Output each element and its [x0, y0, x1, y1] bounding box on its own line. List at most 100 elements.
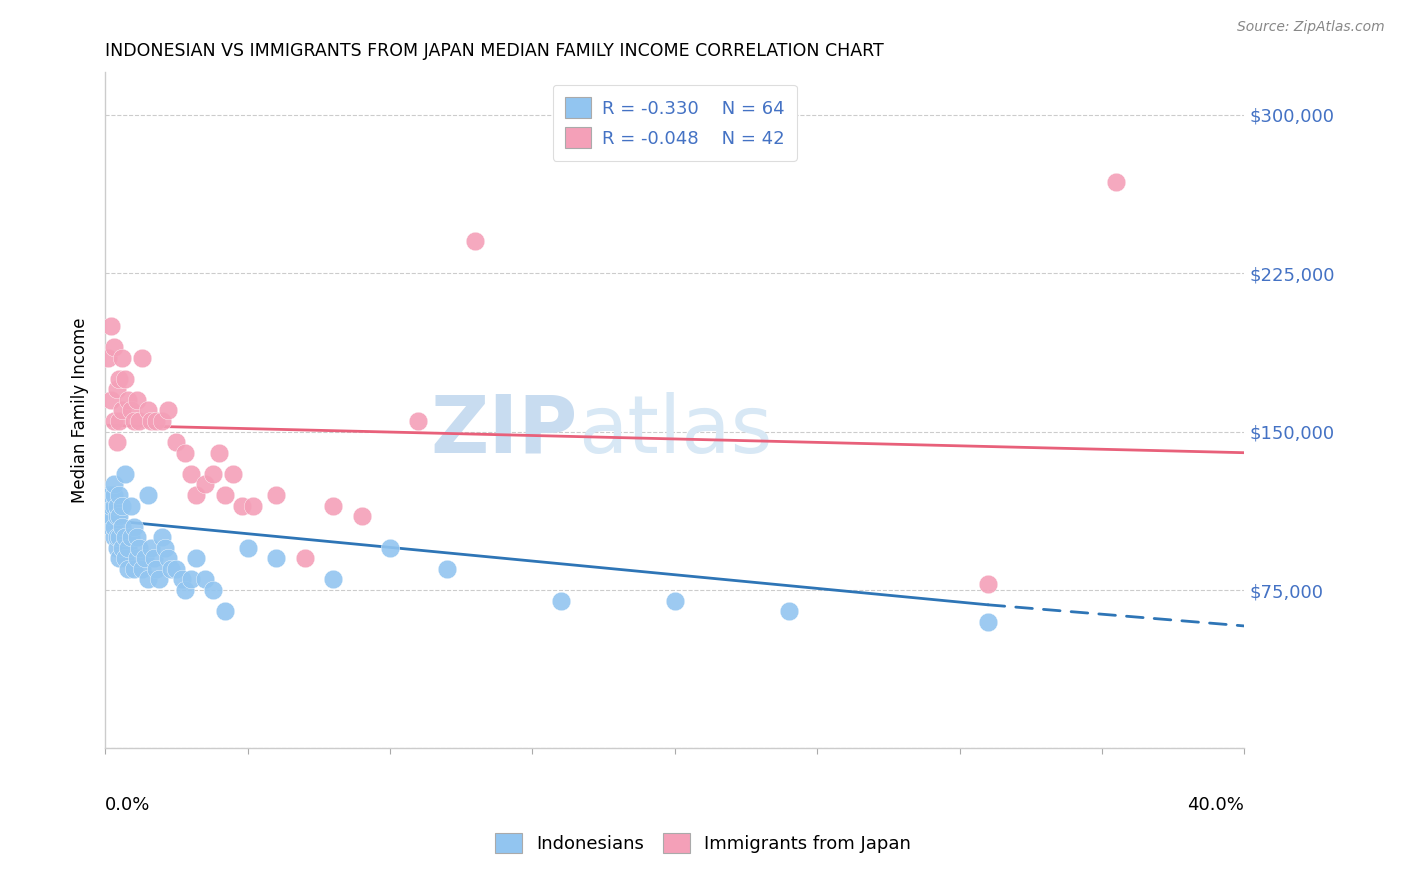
Point [194, 477, 217, 491]
Point [120, 499, 142, 513]
Point [134, 551, 156, 566]
Point [108, 509, 131, 524]
Point [550, 593, 572, 607]
Point [108, 488, 131, 502]
Point [111, 403, 134, 417]
Point [105, 509, 128, 524]
Point [231, 499, 253, 513]
Point [120, 530, 142, 544]
Point [150, 414, 173, 428]
Point [186, 551, 208, 566]
Text: Source: ZipAtlas.com: Source: ZipAtlas.com [1237, 20, 1385, 34]
Point [186, 488, 208, 502]
Point [100, 392, 122, 407]
Point [114, 551, 136, 566]
Point [145, 414, 167, 428]
Text: INDONESIAN VS IMMIGRANTS FROM JAPAN MEDIAN FAMILY INCOME CORRELATION CHART: INDONESIAN VS IMMIGRANTS FROM JAPAN MEDI… [105, 42, 884, 60]
Point [97, 488, 120, 502]
Point [117, 562, 139, 576]
Point [156, 551, 179, 566]
Point [1105, 175, 1128, 189]
Point [117, 392, 139, 407]
Point [105, 499, 128, 513]
Text: 40.0%: 40.0% [1188, 796, 1244, 814]
Legend: R = -0.330    N = 64, R = -0.048    N = 42: R = -0.330 N = 64, R = -0.048 N = 42 [553, 85, 797, 161]
Point [202, 467, 225, 481]
Text: atlas: atlas [578, 392, 772, 470]
Point [103, 519, 125, 533]
Point [214, 488, 236, 502]
Point [103, 477, 125, 491]
Point [977, 576, 1000, 591]
Point [103, 499, 125, 513]
Point [100, 519, 122, 533]
Point [131, 562, 153, 576]
Point [408, 414, 430, 428]
Point [202, 582, 225, 597]
Point [125, 392, 148, 407]
Point [264, 551, 287, 566]
Point [108, 372, 131, 386]
Point [125, 551, 148, 566]
Point [222, 467, 245, 481]
Point [136, 403, 159, 417]
Text: 0.0%: 0.0% [105, 796, 150, 814]
Point [100, 499, 122, 513]
Point [108, 551, 131, 566]
Point [436, 562, 458, 576]
Point [378, 541, 401, 555]
Point [148, 573, 170, 587]
Point [108, 414, 131, 428]
Point [108, 530, 131, 544]
Point [172, 573, 194, 587]
Text: ZIP: ZIP [430, 392, 578, 470]
Y-axis label: Median Family Income: Median Family Income [72, 318, 89, 503]
Point [153, 541, 176, 555]
Point [120, 403, 142, 417]
Point [103, 340, 125, 354]
Point [194, 573, 217, 587]
Point [122, 519, 145, 533]
Point [294, 551, 316, 566]
Point [180, 467, 202, 481]
Point [139, 414, 162, 428]
Point [111, 541, 134, 555]
Point [139, 541, 162, 555]
Point [236, 541, 259, 555]
Legend: Indonesians, Immigrants from Japan: Indonesians, Immigrants from Japan [488, 825, 918, 861]
Point [97, 351, 120, 365]
Point [100, 509, 122, 524]
Point [103, 488, 125, 502]
Point [100, 318, 122, 333]
Point [778, 604, 800, 618]
Point [105, 435, 128, 450]
Point [214, 604, 236, 618]
Point [142, 551, 165, 566]
Point [111, 499, 134, 513]
Point [208, 446, 231, 460]
Point [117, 541, 139, 555]
Point [111, 351, 134, 365]
Point [97, 499, 120, 513]
Point [150, 530, 173, 544]
Point [122, 562, 145, 576]
Point [136, 573, 159, 587]
Point [145, 562, 167, 576]
Point [264, 488, 287, 502]
Point [165, 435, 187, 450]
Point [165, 562, 187, 576]
Point [97, 509, 120, 524]
Point [122, 414, 145, 428]
Point [159, 562, 181, 576]
Point [103, 530, 125, 544]
Point [103, 414, 125, 428]
Point [322, 499, 344, 513]
Point [350, 509, 373, 524]
Point [174, 446, 197, 460]
Point [100, 488, 122, 502]
Point [128, 541, 150, 555]
Point [977, 615, 1000, 629]
Point [131, 351, 153, 365]
Point [105, 541, 128, 555]
Point [128, 414, 150, 428]
